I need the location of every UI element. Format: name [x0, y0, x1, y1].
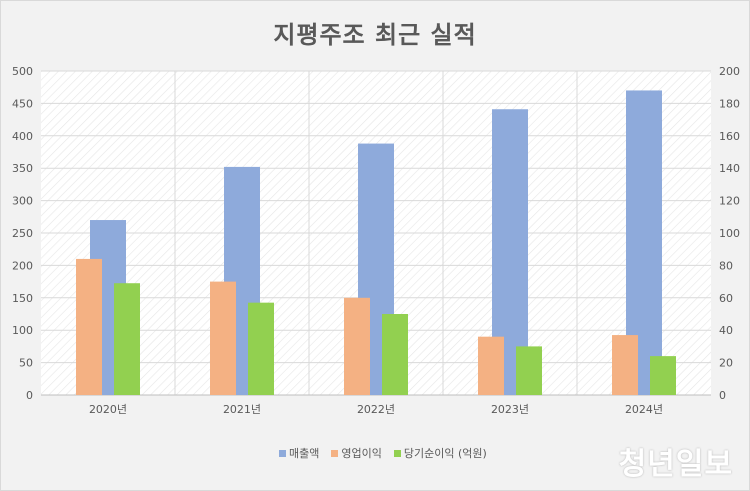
bar-operating-profit: [76, 258, 102, 395]
y-right-tick-label: 200: [719, 65, 740, 78]
y-left-tick-label: 100: [12, 324, 33, 337]
legend-swatch-net-income: [393, 449, 401, 457]
y-left-tick-label: 200: [12, 259, 33, 272]
y-right-tick-label: 80: [719, 259, 733, 272]
x-tick-label: 2024년: [625, 403, 663, 416]
watermark-logo: 청년일보: [618, 447, 733, 482]
bar-net-income: [248, 302, 274, 395]
y-right-tick-label: 120: [719, 195, 740, 208]
bar-operating-profit: [478, 336, 504, 395]
y-right-tick-label: 40: [719, 324, 733, 337]
legend-swatch-revenue: [279, 449, 286, 457]
y-left-tick-label: 0: [26, 389, 33, 402]
bar-net-income: [114, 283, 140, 395]
legend-item-operating-profit: 영업이익: [331, 445, 382, 461]
y-left-tick-label: 300: [12, 195, 33, 208]
legend-item-net-income: 당기순이익 (억원): [393, 445, 487, 461]
y-right-tick-label: 140: [719, 162, 740, 175]
y-left-tick-label: 250: [12, 227, 33, 240]
y-right-tick-label: 180: [719, 97, 740, 110]
bar-operating-profit: [344, 297, 370, 395]
bar-net-income: [516, 346, 542, 395]
legend-swatch-operating-profit: [331, 449, 339, 457]
y-left-tick-label: 350: [12, 162, 33, 175]
y-left-tick-label: 50: [19, 357, 33, 370]
y-left-tick-label: 150: [12, 292, 33, 305]
x-tick-label: 2022년: [357, 403, 395, 416]
y-right-tick-label: 20: [719, 357, 733, 370]
legend-label-revenue: 매출액: [289, 447, 320, 460]
chart-legend: 매출액 영업이익 당기순이익 (억원): [279, 445, 487, 461]
x-tick-label: 2021년: [223, 403, 261, 416]
legend-label-operating-profit: 영업이익: [341, 447, 382, 460]
y-right-tick-label: 160: [719, 130, 740, 143]
y-right-tick-label: 0: [719, 389, 726, 402]
bar-operating-profit: [612, 335, 638, 395]
x-tick-label: 2023년: [491, 403, 529, 416]
legend-item-revenue: 매출액: [279, 445, 319, 461]
y-right-tick-label: 60: [719, 292, 733, 305]
chart-title: 지평주조 최근 실적: [273, 21, 477, 49]
y-left-tick-label: 500: [12, 65, 33, 78]
bar-net-income: [650, 356, 676, 395]
legend-label-net-income: 당기순이익 (억원): [403, 447, 487, 460]
y-left-tick-label: 450: [12, 97, 33, 110]
y-left-tick-label: 400: [12, 130, 33, 143]
x-tick-label: 2020년: [89, 403, 127, 416]
bar-net-income: [382, 314, 408, 395]
bar-operating-profit: [210, 281, 236, 395]
y-right-tick-label: 100: [719, 227, 740, 240]
